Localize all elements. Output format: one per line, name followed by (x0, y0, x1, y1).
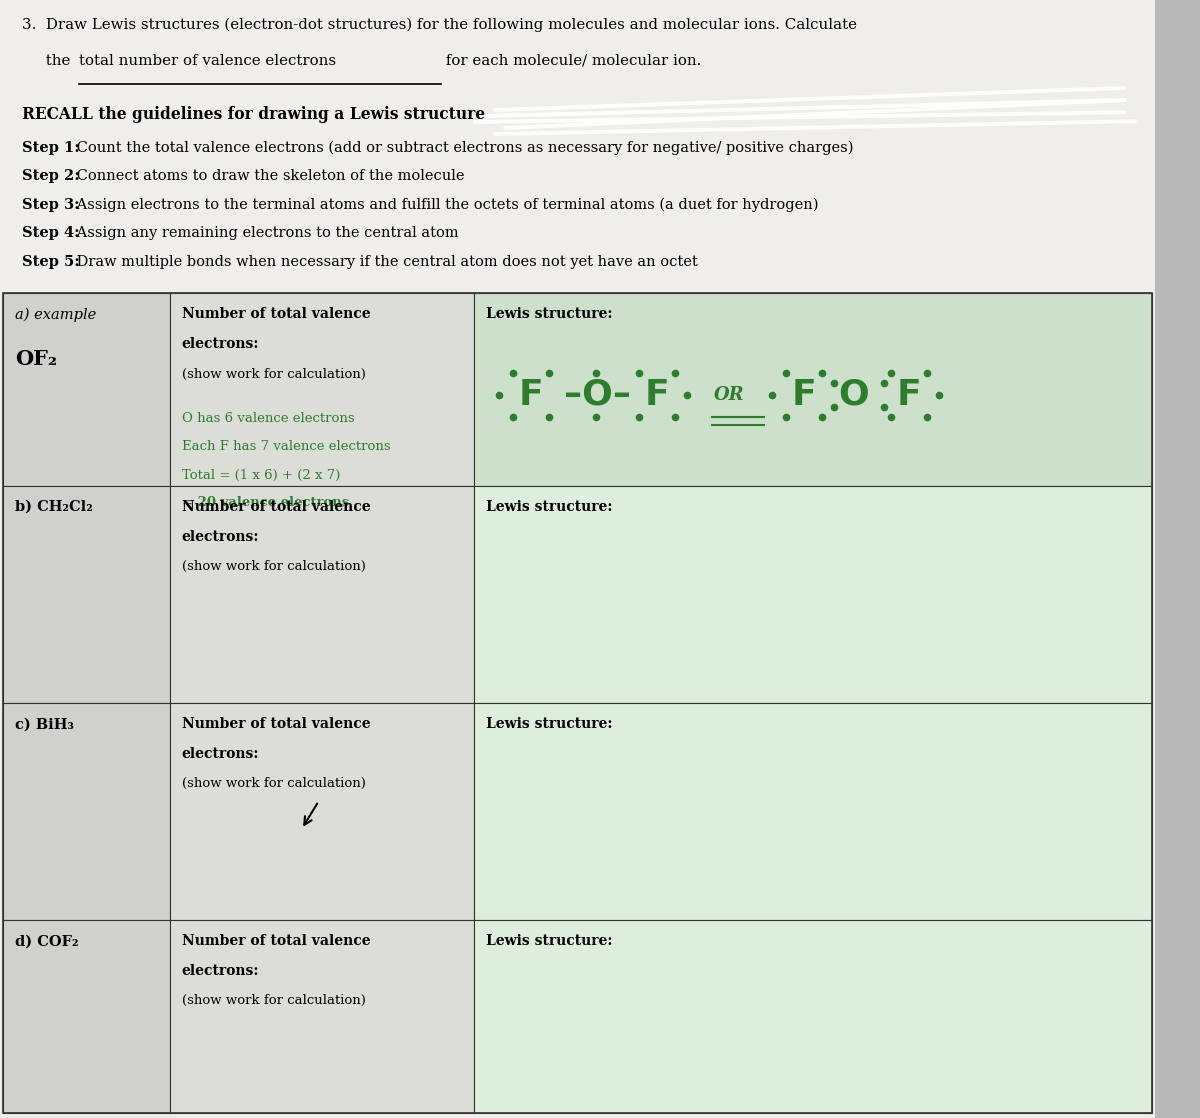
Text: O: O (839, 378, 870, 411)
Text: the: the (22, 54, 76, 68)
Text: 3.  Draw Lewis structures (electron-dot structures) for the following molecules : 3. Draw Lewis structures (electron-dot s… (22, 18, 857, 32)
Bar (2, 703, 169, 920)
Text: F: F (518, 378, 544, 411)
Text: Step 1:: Step 1: (22, 141, 79, 155)
Text: = 20 valence electrons: = 20 valence electrons (181, 496, 349, 510)
Text: c) BiH₃: c) BiH₃ (14, 718, 74, 731)
Text: OR: OR (714, 386, 745, 404)
Bar (169, 294, 474, 486)
Text: electrons:: electrons: (181, 965, 259, 978)
Text: Lewis structure:: Lewis structure: (486, 718, 612, 731)
Text: OF₂: OF₂ (14, 350, 58, 370)
Text: Number of total valence: Number of total valence (181, 935, 371, 948)
Text: Draw multiple bonds when necessary if the central atom does not yet have an octe: Draw multiple bonds when necessary if th… (72, 255, 698, 269)
Text: Number of total valence: Number of total valence (181, 718, 371, 731)
Text: RECALL the guidelines for drawing a Lewis structure: RECALL the guidelines for drawing a Lewi… (22, 106, 485, 123)
Bar (2, 920, 169, 1114)
Text: Lewis structure:: Lewis structure: (486, 307, 612, 322)
Text: (show work for calculation): (show work for calculation) (181, 994, 366, 1007)
Text: F: F (896, 378, 922, 411)
Text: Connect atoms to draw the skeleton of the molecule: Connect atoms to draw the skeleton of th… (72, 170, 464, 183)
Bar (474, 486, 1152, 703)
Text: Number of total valence: Number of total valence (181, 307, 371, 322)
Text: b) CH₂Cl₂: b) CH₂Cl₂ (14, 500, 92, 514)
Text: Total = (1 x 6) + (2 x 7): Total = (1 x 6) + (2 x 7) (181, 468, 340, 482)
Text: (show work for calculation): (show work for calculation) (181, 777, 366, 790)
Bar (169, 703, 474, 920)
Text: –O–: –O– (564, 378, 631, 411)
Text: Step 3:: Step 3: (22, 198, 79, 212)
Text: (show work for calculation): (show work for calculation) (181, 368, 366, 380)
Text: Step 4:: Step 4: (22, 227, 79, 240)
Text: (show work for calculation): (show work for calculation) (181, 560, 366, 574)
Bar (2, 294, 169, 486)
Text: Assign any remaining electrons to the central atom: Assign any remaining electrons to the ce… (72, 227, 460, 240)
Text: Each F has 7 valence electrons: Each F has 7 valence electrons (181, 440, 390, 454)
Bar (169, 486, 474, 703)
Text: total number of valence electrons: total number of valence electrons (79, 54, 336, 68)
Text: Assign electrons to the terminal atoms and fulfill the octets of terminal atoms : Assign electrons to the terminal atoms a… (72, 198, 818, 212)
Text: Lewis structure:: Lewis structure: (486, 935, 612, 948)
Text: Step 2:: Step 2: (22, 170, 79, 183)
Text: F: F (644, 378, 670, 411)
Bar (474, 294, 1152, 486)
Text: Lewis structure:: Lewis structure: (486, 500, 612, 514)
Text: a) example: a) example (14, 307, 96, 322)
Text: electrons:: electrons: (181, 747, 259, 761)
Text: Step 5:: Step 5: (22, 255, 79, 269)
Text: F: F (792, 378, 816, 411)
Text: d) COF₂: d) COF₂ (14, 935, 78, 948)
Text: O has 6 valence electrons: O has 6 valence electrons (181, 413, 354, 426)
Text: Number of total valence: Number of total valence (181, 500, 371, 514)
Text: electrons:: electrons: (181, 530, 259, 544)
Bar (474, 920, 1152, 1114)
Bar (2, 294, 1152, 1114)
Text: Count the total valence electrons (add or subtract electrons as necessary for ne: Count the total valence electrons (add o… (72, 141, 854, 155)
Bar (474, 703, 1152, 920)
Bar (2, 486, 169, 703)
Text: for each molecule/ molecular ion.: for each molecule/ molecular ion. (442, 54, 701, 68)
Text: electrons:: electrons: (181, 338, 259, 351)
Bar (169, 920, 474, 1114)
